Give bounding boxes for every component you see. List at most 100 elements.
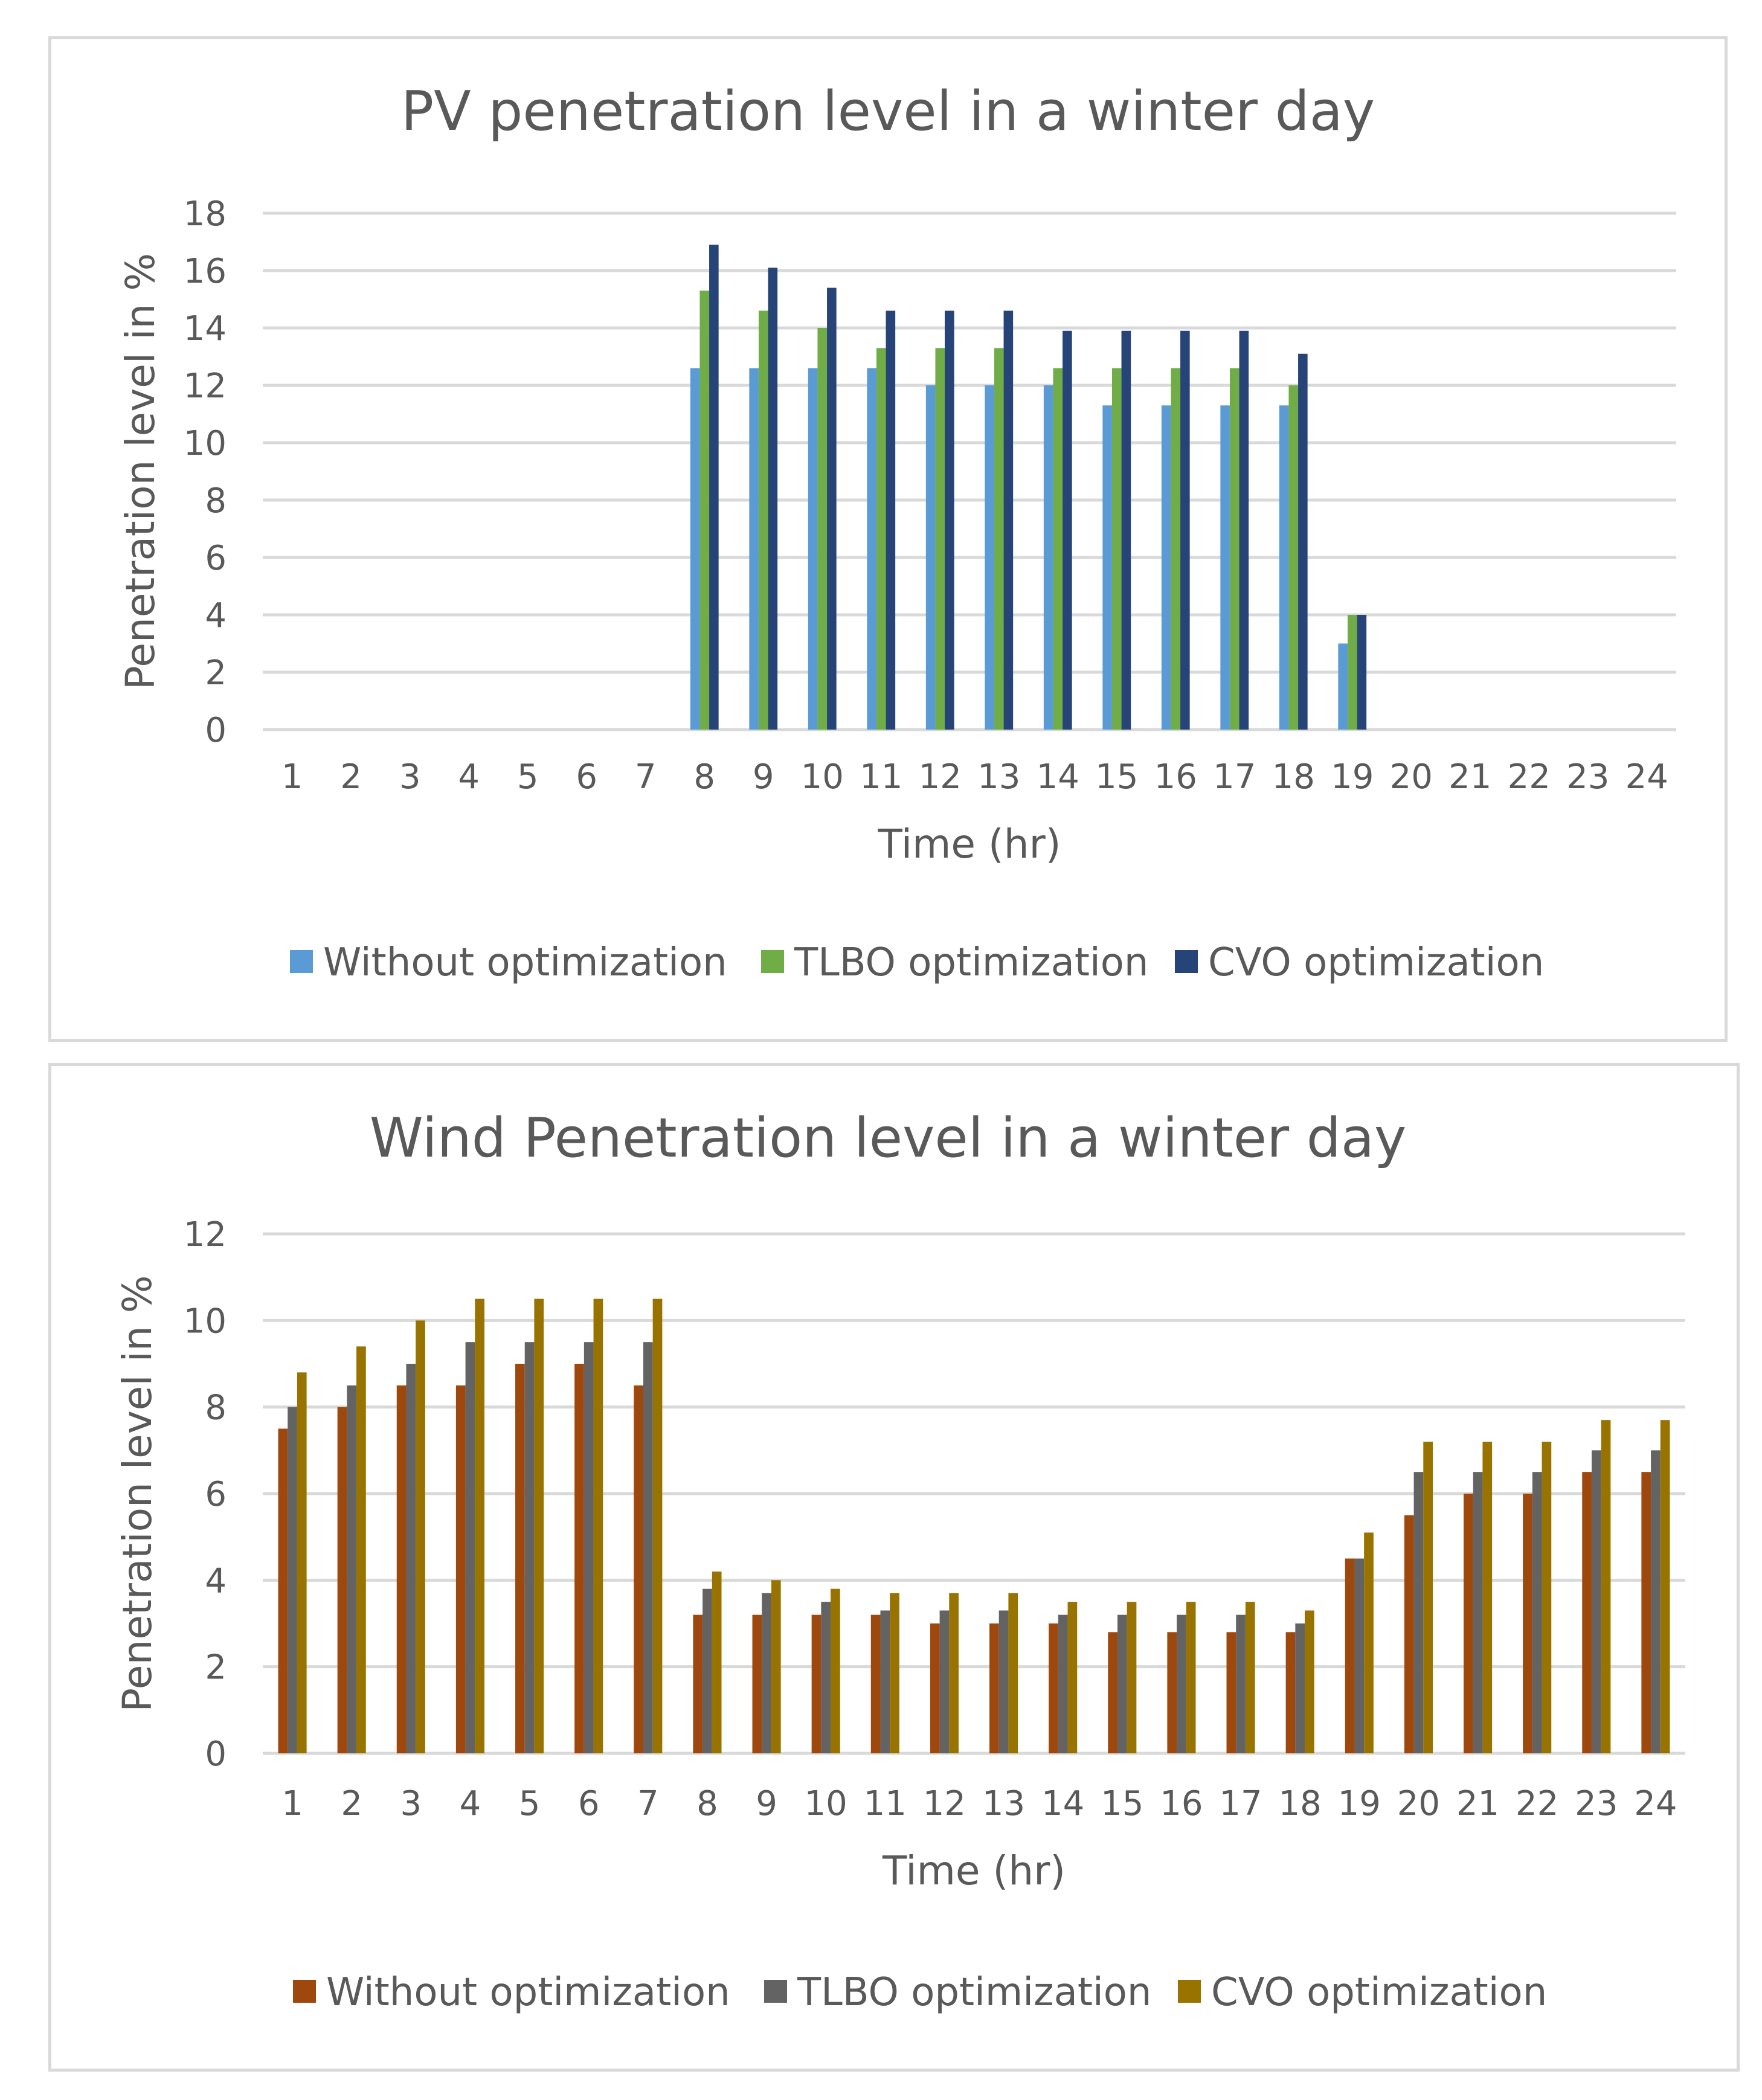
- wind-bar-cvo-optimization-5: [534, 1299, 544, 1753]
- pv-bar-cvo-optimization-17: [1239, 330, 1249, 730]
- pv-x-tick-label: 9: [753, 757, 774, 797]
- wind-bar-without-optimization-14: [1049, 1623, 1058, 1753]
- wind-bar-without-optimization-13: [989, 1623, 999, 1753]
- pv-y-tick-label: 0: [205, 711, 227, 750]
- wind-x-tick-label: 12: [923, 1784, 966, 1823]
- wind-x-tick-label: 17: [1219, 1784, 1262, 1823]
- wind-bar-tlbo-optimization-13: [998, 1610, 1009, 1753]
- wind-bar-without-optimization-2: [337, 1407, 347, 1753]
- wind-bar-cvo-optimization-14: [1067, 1602, 1078, 1753]
- pv-x-tick-label: 18: [1272, 757, 1315, 797]
- wind-bar-without-optimization-19: [1345, 1558, 1355, 1753]
- wind-bar-tlbo-optimization-5: [524, 1342, 535, 1753]
- wind-bar-without-optimization-7: [634, 1385, 643, 1753]
- pv-bar-tlbo-optimization-12: [935, 348, 945, 730]
- wind-x-tick-label: 6: [578, 1784, 600, 1823]
- pv-bar-tlbo-optimization-13: [994, 348, 1004, 730]
- pv-x-tick-label: 11: [860, 757, 902, 797]
- wind-bar-without-optimization-6: [574, 1364, 584, 1753]
- pv-legend-swatch-3: [1175, 950, 1198, 973]
- wind-y-tick-label: 8: [205, 1389, 227, 1428]
- pv-x-tick-label: 16: [1154, 757, 1197, 797]
- wind-legend-label-2: TLBO optimization: [797, 1970, 1151, 2015]
- pv-legend-label-2: TLBO optimization: [794, 940, 1148, 985]
- wind-bar-cvo-optimization-7: [652, 1299, 663, 1753]
- pv-bar-cvo-optimization-10: [827, 287, 837, 730]
- wind-x-tick-label: 24: [1634, 1784, 1677, 1823]
- wind-bar-without-optimization-18: [1285, 1632, 1296, 1753]
- pv-bar-tlbo-optimization-9: [758, 310, 768, 730]
- pv-y-tick-label: 12: [184, 367, 227, 406]
- pv-bar-tlbo-optimization-18: [1288, 385, 1299, 730]
- pv-bar-tlbo-optimization-16: [1171, 368, 1181, 730]
- wind-bar-tlbo-optimization-3: [406, 1364, 416, 1753]
- wind-bar-tlbo-optimization-20: [1413, 1472, 1424, 1753]
- pv-x-tick-label: 10: [801, 757, 844, 797]
- pv-bar-cvo-optimization-14: [1063, 330, 1072, 730]
- wind-bar-cvo-optimization-4: [475, 1299, 484, 1753]
- pv-bar-cvo-optimization-11: [886, 310, 896, 730]
- wind-y-tick-label: 10: [184, 1302, 227, 1341]
- pv-x-tick-label: 5: [517, 757, 539, 797]
- wind-bar-cvo-optimization-12: [949, 1593, 959, 1753]
- wind-x-tick-label: 16: [1160, 1784, 1203, 1823]
- pv-bar-tlbo-optimization-11: [876, 348, 886, 730]
- wind-bar-cvo-optimization-2: [356, 1346, 366, 1753]
- pv-bar-cvo-optimization-8: [709, 245, 719, 730]
- pv-bar-without-optimization-11: [867, 368, 876, 730]
- pv-bar-tlbo-optimization-19: [1347, 615, 1357, 730]
- wind-bar-without-optimization-4: [455, 1385, 466, 1753]
- pv-y-tick-label: 14: [184, 309, 227, 348]
- wind-x-tick-label: 1: [281, 1784, 303, 1823]
- wind-legend-swatch-3: [1178, 1980, 1201, 2003]
- wind-x-tick-label: 9: [756, 1784, 777, 1823]
- wind-bar-cvo-optimization-1: [297, 1372, 307, 1753]
- pv-x-axis-label: Time (hr): [878, 821, 1061, 867]
- wind-bar-tlbo-optimization-6: [584, 1342, 594, 1753]
- pv-bar-without-optimization-8: [690, 368, 700, 730]
- wind-bar-cvo-optimization-10: [831, 1588, 840, 1753]
- pv-y-tick-label: 8: [205, 481, 227, 521]
- pv-bar-cvo-optimization-18: [1298, 353, 1308, 730]
- pv-y-tick-label: 4: [205, 596, 227, 635]
- wind-x-tick-label: 21: [1456, 1784, 1499, 1823]
- wind-legend-label-3: CVO optimization: [1211, 1970, 1547, 2015]
- wind-bar-without-optimization-24: [1641, 1472, 1651, 1753]
- wind-bar-without-optimization-3: [396, 1385, 407, 1753]
- wind-bar-cvo-optimization-8: [712, 1572, 722, 1753]
- wind-bar-tlbo-optimization-11: [880, 1610, 890, 1753]
- pv-bar-without-optimization-15: [1102, 405, 1112, 730]
- wind-y-tick-label: 2: [205, 1648, 227, 1687]
- wind-legend-label-1: Without optimization: [326, 1970, 730, 2015]
- wind-x-tick-label: 11: [864, 1784, 907, 1823]
- pv-x-tick-label: 21: [1449, 757, 1491, 797]
- pv-x-tick-label: 1: [281, 757, 303, 797]
- wind-bar-cvo-optimization-3: [416, 1320, 425, 1753]
- wind-x-tick-label: 13: [982, 1784, 1025, 1823]
- wind-x-tick-label: 3: [400, 1784, 422, 1823]
- pv-bar-without-optimization-13: [985, 385, 994, 730]
- pv-y-tick-label: 2: [205, 653, 227, 693]
- wind-bar-without-optimization-15: [1108, 1632, 1117, 1753]
- wind-bar-cvo-optimization-18: [1305, 1610, 1314, 1753]
- pv-x-tick-label: 7: [635, 757, 657, 797]
- wind-bar-without-optimization-9: [752, 1614, 762, 1753]
- wind-bar-without-optimization-22: [1523, 1494, 1532, 1753]
- wind-bar-tlbo-optimization-24: [1651, 1450, 1661, 1753]
- wind-bar-tlbo-optimization-17: [1236, 1614, 1246, 1753]
- pv-y-tick-label: 6: [205, 539, 227, 578]
- wind-bar-tlbo-optimization-18: [1295, 1623, 1305, 1753]
- wind-bar-tlbo-optimization-22: [1532, 1472, 1542, 1753]
- pv-bar-without-optimization-18: [1279, 405, 1289, 730]
- wind-bar-cvo-optimization-13: [1008, 1593, 1018, 1753]
- wind-x-tick-label: 14: [1041, 1784, 1084, 1823]
- wind-x-tick-label: 15: [1101, 1784, 1143, 1823]
- wind-bar-cvo-optimization-19: [1364, 1532, 1374, 1753]
- wind-bar-tlbo-optimization-2: [347, 1385, 357, 1753]
- wind-x-tick-label: 23: [1575, 1784, 1618, 1823]
- wind-bar-tlbo-optimization-1: [288, 1407, 297, 1753]
- pv-x-tick-label: 2: [340, 757, 362, 797]
- pv-bar-without-optimization-17: [1220, 405, 1230, 730]
- pv-bar-cvo-optimization-12: [945, 310, 954, 730]
- pv-x-tick-label: 6: [576, 757, 597, 797]
